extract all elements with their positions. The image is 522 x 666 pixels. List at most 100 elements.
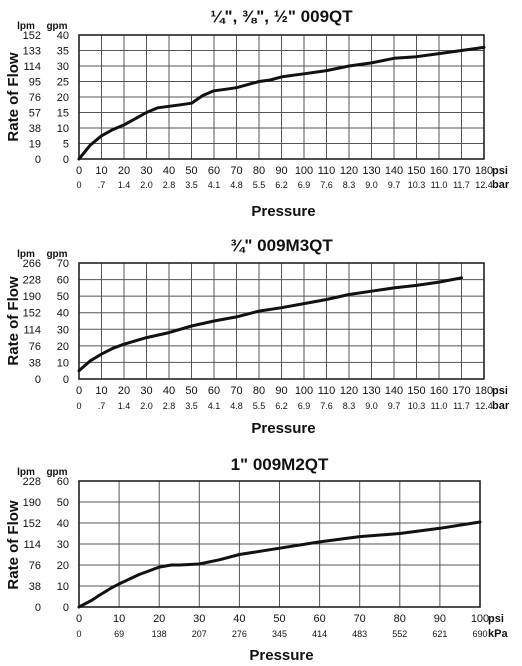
y-tick-label-lpm: 266 [23,258,41,270]
y-axis-title: Rate of Flow [5,52,22,141]
y-tick-label-gpm: 30 [57,539,69,551]
x-tick-label-primary: 110 [318,165,336,177]
x-tick-label-secondary: 11.7 [453,180,470,190]
x-unit-secondary: bar [492,400,510,412]
y-tick-label-lpm: 228 [23,275,41,287]
y-axis-title: Rate of Flow [5,276,22,365]
x-tick-label-secondary: 6.2 [275,401,288,411]
y-tick-label-gpm: 10 [57,357,69,369]
x-tick-label-secondary: .7 [98,180,106,190]
x-tick-label-primary: 100 [295,385,313,397]
x-tick-label-secondary: 5.5 [253,180,266,190]
x-tick-label-secondary: 5.5 [253,401,266,411]
x-tick-label-secondary: .7 [98,401,106,411]
x-tick-label-primary: 140 [385,165,403,177]
y-tick-label-lpm: 228 [23,476,41,488]
x-tick-label-secondary: 9.7 [388,180,401,190]
x-tick-label-primary: 120 [340,385,358,397]
x-tick-label-primary: 50 [273,613,285,625]
x-tick-label-secondary: 11.7 [453,401,470,411]
x-tick-label-primary: 170 [452,385,470,397]
x-tick-label-primary: 40 [233,613,245,625]
x-tick-label-primary: 20 [118,165,130,177]
x-tick-label-secondary: 6.9 [298,180,311,190]
x-unit-primary: psi [492,385,508,397]
x-tick-label-secondary: 414 [312,629,327,639]
y-tick-label-lpm: 190 [23,497,41,509]
x-tick-label-primary: 60 [208,165,220,177]
x-tick-label-primary: 30 [193,613,205,625]
y-tick-label-lpm: 190 [23,291,41,303]
x-tick-label-primary: 80 [253,165,265,177]
x-tick-label-secondary: 9.0 [365,401,378,411]
x-unit-primary: psi [492,165,508,177]
x-tick-label-primary: 10 [95,165,107,177]
x-tick-label-primary: 90 [434,613,446,625]
y-tick-label-lpm: 114 [23,324,41,336]
y-unit-lpm: lpm [17,467,35,478]
x-axis-title: Pressure [249,647,313,664]
x-tick-label-primary: 50 [185,165,197,177]
y-tick-label-lpm: 57 [29,108,41,120]
x-tick-label-primary: 30 [140,385,152,397]
y-tick-label-lpm: 19 [29,139,41,151]
x-tick-label-primary: 20 [118,385,130,397]
x-tick-label-secondary: 4.1 [208,401,221,411]
x-tick-label-secondary: 4.1 [208,180,221,190]
x-tick-label-secondary: 0 [76,401,81,411]
y-unit-lpm: lpm [17,21,35,32]
x-tick-label-secondary: 6.2 [275,180,288,190]
chart-2: ¾" 009M3QT001038207630114401525019060228… [5,236,510,437]
x-tick-label-primary: 40 [163,385,175,397]
x-tick-label-secondary: 10.3 [408,180,426,190]
y-tick-label-gpm: 20 [57,92,69,104]
x-tick-label-primary: 160 [430,385,448,397]
x-tick-label-secondary: 3.5 [185,180,198,190]
x-tick-label-secondary: 3.5 [185,401,198,411]
x-tick-label-secondary: 2.8 [163,180,176,190]
x-tick-label-primary: 140 [385,385,403,397]
y-tick-label-lpm: 152 [23,308,41,320]
x-tick-label-primary: 60 [313,613,325,625]
y-tick-label-lpm: 95 [29,77,41,89]
x-tick-label-secondary: 6.9 [298,401,311,411]
y-tick-label-lpm: 0 [35,602,41,614]
x-tick-label-secondary: 276 [232,629,247,639]
x-tick-label-secondary: 0 [76,629,81,639]
x-tick-label-primary: 80 [253,385,265,397]
y-tick-label-lpm: 0 [35,374,41,386]
y-tick-label-lpm: 114 [23,539,41,551]
x-tick-label-secondary: 1.4 [118,180,131,190]
x-tick-label-secondary: 12.4 [475,180,493,190]
y-tick-label-gpm: 5 [63,139,69,151]
y-tick-label-gpm: 70 [57,258,69,270]
flow-curve [77,45,486,161]
x-tick-label-secondary: 11.0 [431,401,448,411]
x-tick-label-secondary: 4.8 [230,180,243,190]
x-tick-label-primary: 50 [185,385,197,397]
y-tick-label-lpm: 76 [29,92,41,104]
y-tick-label-lpm: 133 [23,46,41,58]
plot-frame [78,480,481,608]
y-unit-gpm: gpm [46,21,67,32]
x-tick-label-secondary: 7.6 [320,401,333,411]
x-tick-label-primary: 130 [362,165,380,177]
y-tick-label-gpm: 0 [63,154,69,166]
flow-curve [77,276,463,373]
y-tick-label-gpm: 10 [57,581,69,593]
x-tick-label-secondary: 9.7 [388,401,401,411]
x-tick-label-primary: 150 [407,165,425,177]
x-tick-label-secondary: 7.6 [320,180,333,190]
y-tick-label-gpm: 30 [57,324,69,336]
x-tick-label-primary: 10 [113,613,125,625]
y-tick-label-lpm: 114 [23,61,41,73]
y-tick-label-gpm: 50 [57,291,69,303]
x-tick-label-secondary: 69 [114,629,124,639]
x-tick-label-secondary: 8.3 [343,401,356,411]
y-tick-label-gpm: 50 [57,497,69,509]
x-tick-label-primary: 170 [452,165,470,177]
y-tick-label-gpm: 25 [57,77,69,89]
x-tick-label-secondary: 552 [392,629,407,639]
y-unit-gpm: gpm [46,467,67,478]
